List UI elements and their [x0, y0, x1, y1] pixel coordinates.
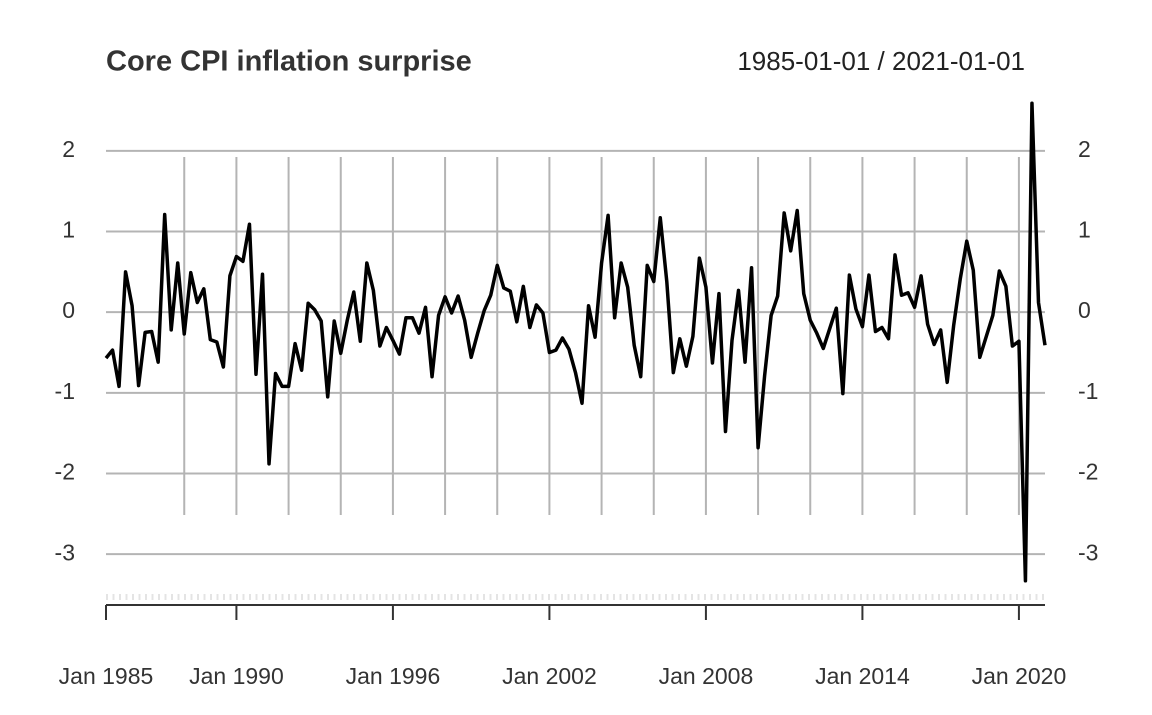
x-tick-label: Jan 1985 [59, 663, 154, 689]
y-tick-label: -2 [55, 459, 75, 485]
x-tick-label: Jan 2002 [502, 663, 597, 689]
y-tick-label: 0 [62, 297, 75, 323]
y-tick-label-right: 0 [1078, 297, 1091, 323]
y-tick-label: 1 [62, 217, 75, 243]
series-line [104, 101, 1047, 583]
y-tick-label: -1 [55, 378, 75, 404]
x-tick-label: Jan 2020 [972, 663, 1067, 689]
y-tick-label: -3 [55, 539, 75, 565]
y-tick-label-right: 1 [1078, 217, 1091, 243]
y-tick-label: 2 [62, 136, 75, 162]
chart-title: Core CPI inflation surprise [106, 46, 472, 78]
y-tick-label-right: -3 [1078, 539, 1098, 565]
y-tick-label-right: -2 [1078, 459, 1098, 485]
y-tick-label-right: 2 [1078, 136, 1091, 162]
y-tick-label-right: -1 [1078, 378, 1098, 404]
x-tick-label: Jan 1996 [346, 663, 441, 689]
x-tick-label: Jan 2008 [659, 663, 754, 689]
x-tick-label: Jan 2014 [815, 663, 910, 689]
x-tick-label: Jan 1990 [189, 663, 284, 689]
date-range: 1985-01-01 / 2021-01-01 [737, 46, 1025, 76]
